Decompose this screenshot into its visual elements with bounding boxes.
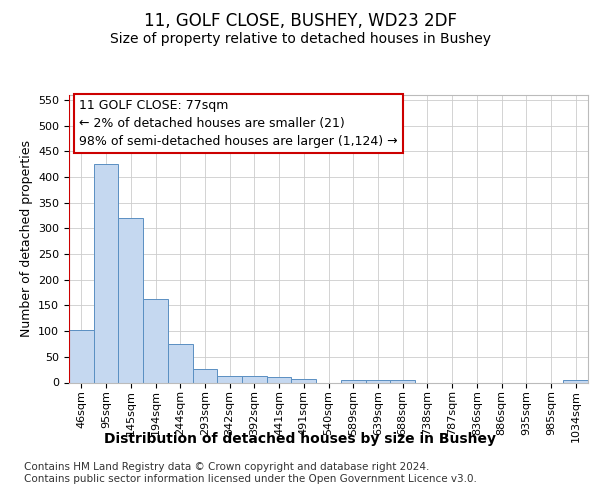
Text: Distribution of detached houses by size in Bushey: Distribution of detached houses by size … [104, 432, 496, 446]
Bar [341, 380, 365, 382]
Bar [118, 218, 143, 382]
Y-axis label: Number of detached properties: Number of detached properties [20, 140, 32, 337]
Bar [217, 376, 242, 382]
Bar [143, 299, 168, 382]
Bar [94, 164, 118, 382]
Bar [168, 344, 193, 383]
Text: Size of property relative to detached houses in Bushey: Size of property relative to detached ho… [110, 32, 491, 46]
Bar [193, 368, 217, 382]
Text: 11 GOLF CLOSE: 77sqm
← 2% of detached houses are smaller (21)
98% of semi-detach: 11 GOLF CLOSE: 77sqm ← 2% of detached ho… [79, 100, 398, 148]
Bar [242, 376, 267, 382]
Bar [390, 380, 415, 382]
Bar [563, 380, 588, 382]
Text: 11, GOLF CLOSE, BUSHEY, WD23 2DF: 11, GOLF CLOSE, BUSHEY, WD23 2DF [143, 12, 457, 30]
Text: Contains HM Land Registry data © Crown copyright and database right 2024.
Contai: Contains HM Land Registry data © Crown c… [24, 462, 477, 484]
Bar [292, 379, 316, 382]
Bar [267, 378, 292, 382]
Bar [69, 330, 94, 382]
Bar [365, 380, 390, 382]
